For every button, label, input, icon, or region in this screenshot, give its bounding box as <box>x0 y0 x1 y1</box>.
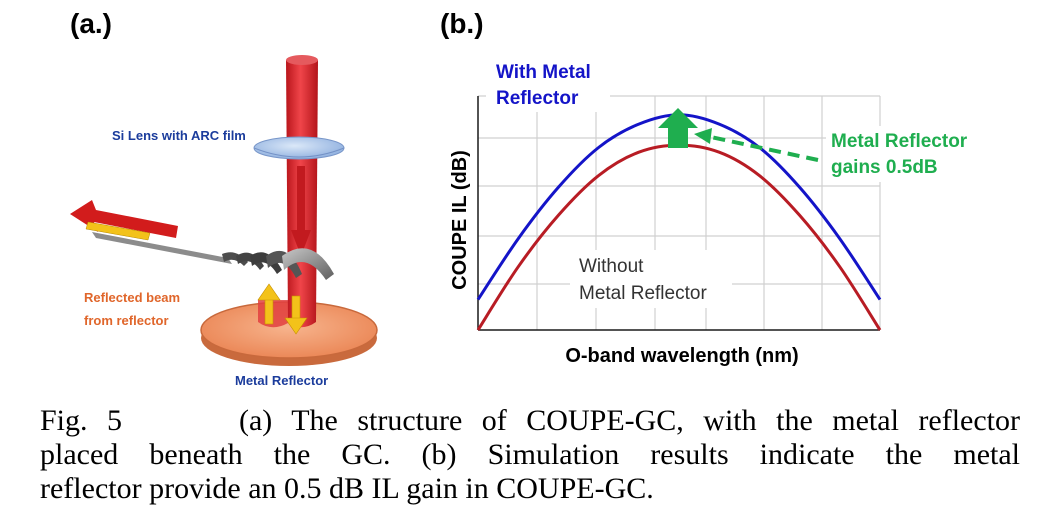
reflection-down-arrow <box>284 295 308 335</box>
si-lens <box>253 136 345 160</box>
waveguide <box>92 232 232 264</box>
with-label-bg <box>486 54 610 112</box>
y-axis-label: COUPE IL (dB) <box>449 150 471 290</box>
panel-b-label: (b.) <box>440 8 484 39</box>
caption-line-3: reflector provide an 0.5 dB IL gain in C… <box>40 472 654 505</box>
metal-annotation: Metal Reflector <box>235 373 328 388</box>
metal-reflector-disc <box>200 301 378 366</box>
caption-line-2: placed beneath the GC. (b) Simulation re… <box>40 438 1020 471</box>
panel-a-label: (a.) <box>70 8 112 39</box>
beam-top <box>286 55 318 65</box>
reflected-annotation-line1: Reflected beam <box>84 290 180 305</box>
figure-caption: Fig. 5 (a) The structure of COUPE-GC, wi… <box>40 404 1020 506</box>
figure-canvas: Si Lens with ARC film Reflected beam fro… <box>70 54 986 388</box>
gain-label-bg <box>826 126 986 182</box>
gain-label-line1: Metal Reflector <box>831 131 968 152</box>
without-label-line1: Without <box>579 256 644 277</box>
without-label-line2: Metal Reflector <box>579 283 707 304</box>
gain-label-line2: gains 0.5dB <box>831 157 938 178</box>
grating-coupler <box>222 248 334 280</box>
x-axis-label: O-band wavelength (nm) <box>565 345 798 367</box>
incident-arrow <box>291 166 311 256</box>
panel-a-illustration: Si Lens with ARC film Reflected beam fro… <box>70 55 378 388</box>
output-arrow <box>70 200 178 241</box>
without-label-bg <box>570 250 732 308</box>
with-label-line1: With Metal <box>496 62 591 83</box>
chart-axes <box>477 96 880 331</box>
gain-pointer <box>694 128 819 162</box>
gain-arrow <box>658 108 698 148</box>
lens-annotation: Si Lens with ARC film <box>112 128 246 143</box>
caption-line-1: Fig. 5 (a) The structure of COUPE-GC, wi… <box>40 404 1020 437</box>
reflection-up-arrow <box>257 283 281 325</box>
panel-b-chart: O-band wavelength (nm) COUPE IL (dB) Wit… <box>449 54 986 367</box>
reflected-annotation-line2: from reflector <box>84 313 169 328</box>
with-label-line2: Reflector <box>496 88 579 109</box>
